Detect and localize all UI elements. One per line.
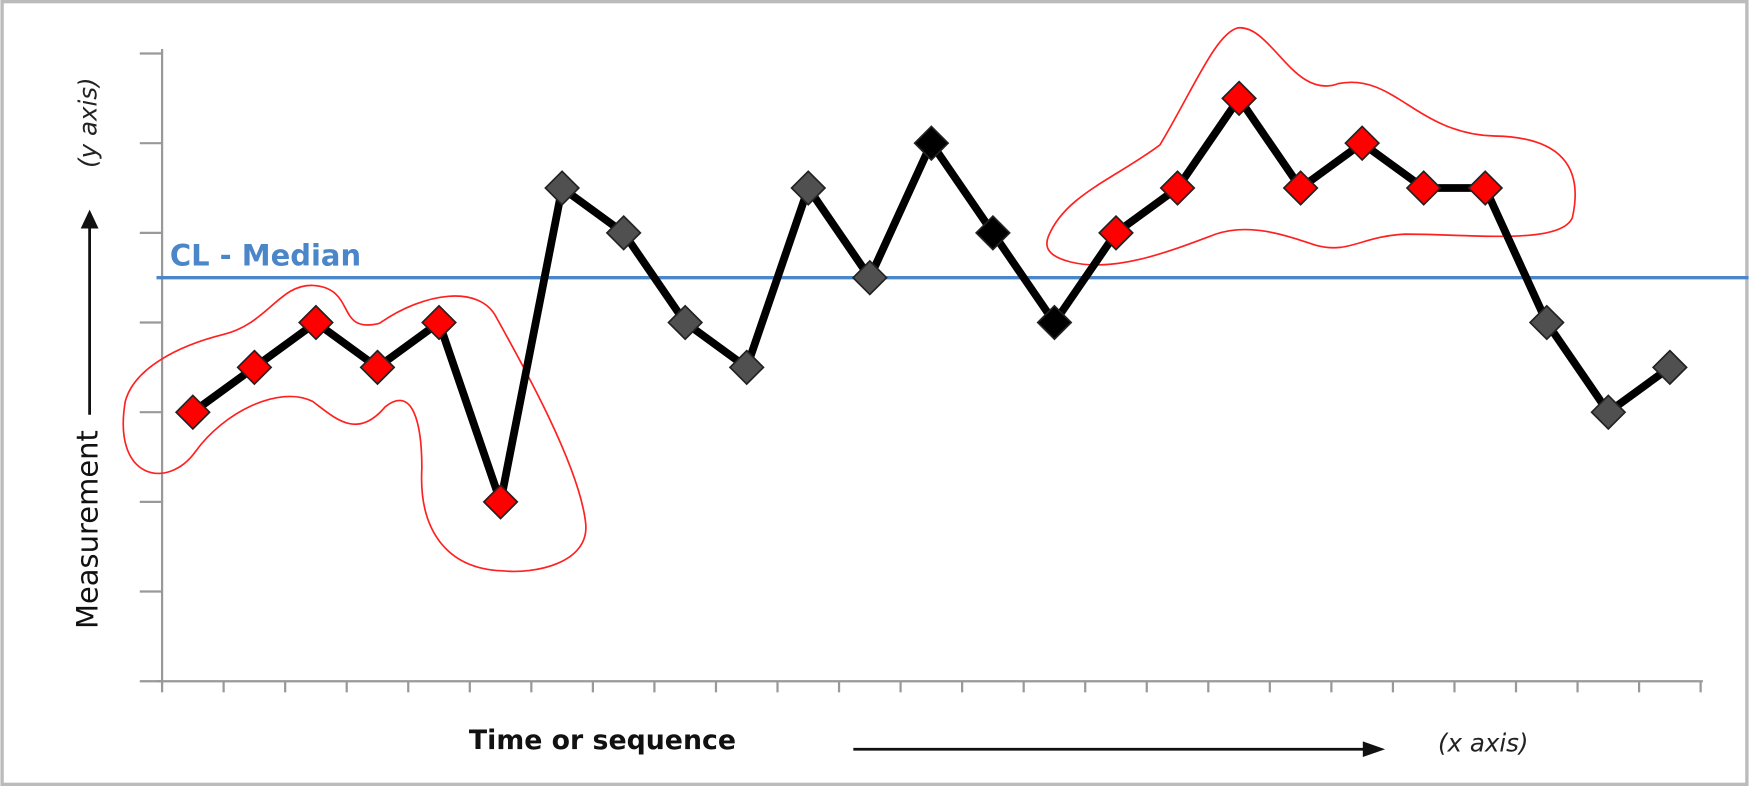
data-point (790, 170, 827, 206)
data-point (851, 259, 888, 296)
data-point (1036, 304, 1073, 341)
data-point (1467, 170, 1504, 206)
data-point (1528, 304, 1565, 341)
data-point (913, 125, 950, 162)
data-point (298, 304, 334, 341)
x-axis-label: Time or sequence (469, 725, 736, 756)
x-arrow-head (1362, 741, 1386, 758)
data-point (1159, 170, 1196, 206)
y-arrow-head (80, 209, 99, 229)
data-point (974, 214, 1011, 251)
data-point (544, 170, 581, 206)
y-axis-label: Measurement (71, 430, 105, 629)
data-point (1405, 170, 1442, 206)
data-point (482, 483, 519, 520)
median-label: CL - Median (170, 239, 361, 273)
highlight-outline (122, 284, 587, 573)
data-point (667, 304, 704, 341)
y-axis-note: (y axis) (74, 77, 103, 168)
data-point (1344, 125, 1381, 162)
data-point (1282, 170, 1319, 206)
x-axis-note: (x axis) (1438, 729, 1529, 758)
data-point (236, 349, 273, 386)
data-point (1098, 214, 1134, 251)
data-point (728, 349, 765, 386)
data-point (605, 214, 642, 251)
data-point (1221, 80, 1257, 117)
data-point (174, 394, 211, 431)
data-point (1590, 394, 1627, 431)
data-point (421, 304, 457, 341)
data-point (1651, 349, 1688, 386)
highlight-outline (1046, 27, 1576, 266)
data-point (359, 349, 396, 386)
